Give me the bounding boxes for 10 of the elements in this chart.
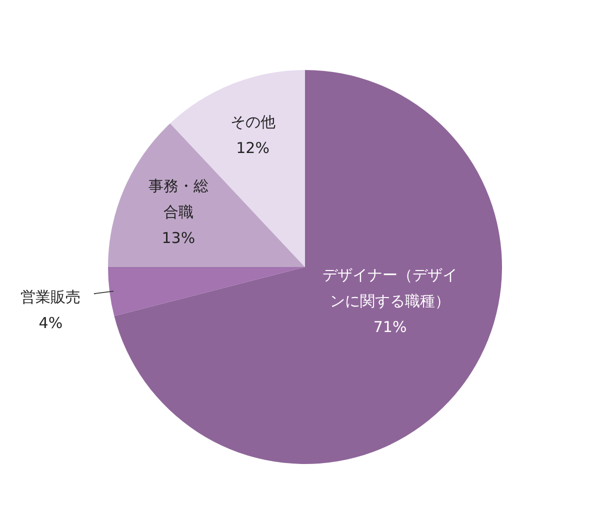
- slice-label: デザイナー（デザインに関する職種）: [322, 265, 458, 312]
- pie-slice: [108, 267, 305, 316]
- slice-label: その他: [229, 112, 276, 134]
- data-label: 4%: [38, 312, 64, 334]
- data-label: 71%: [372, 317, 408, 338]
- data-label: 13%: [160, 228, 196, 250]
- data-label: 12%: [235, 138, 270, 160]
- slice-label: 営業販売: [20, 286, 82, 308]
- slice-label: 事務・総合職: [147, 176, 210, 224]
- pie-slice: [114, 70, 502, 464]
